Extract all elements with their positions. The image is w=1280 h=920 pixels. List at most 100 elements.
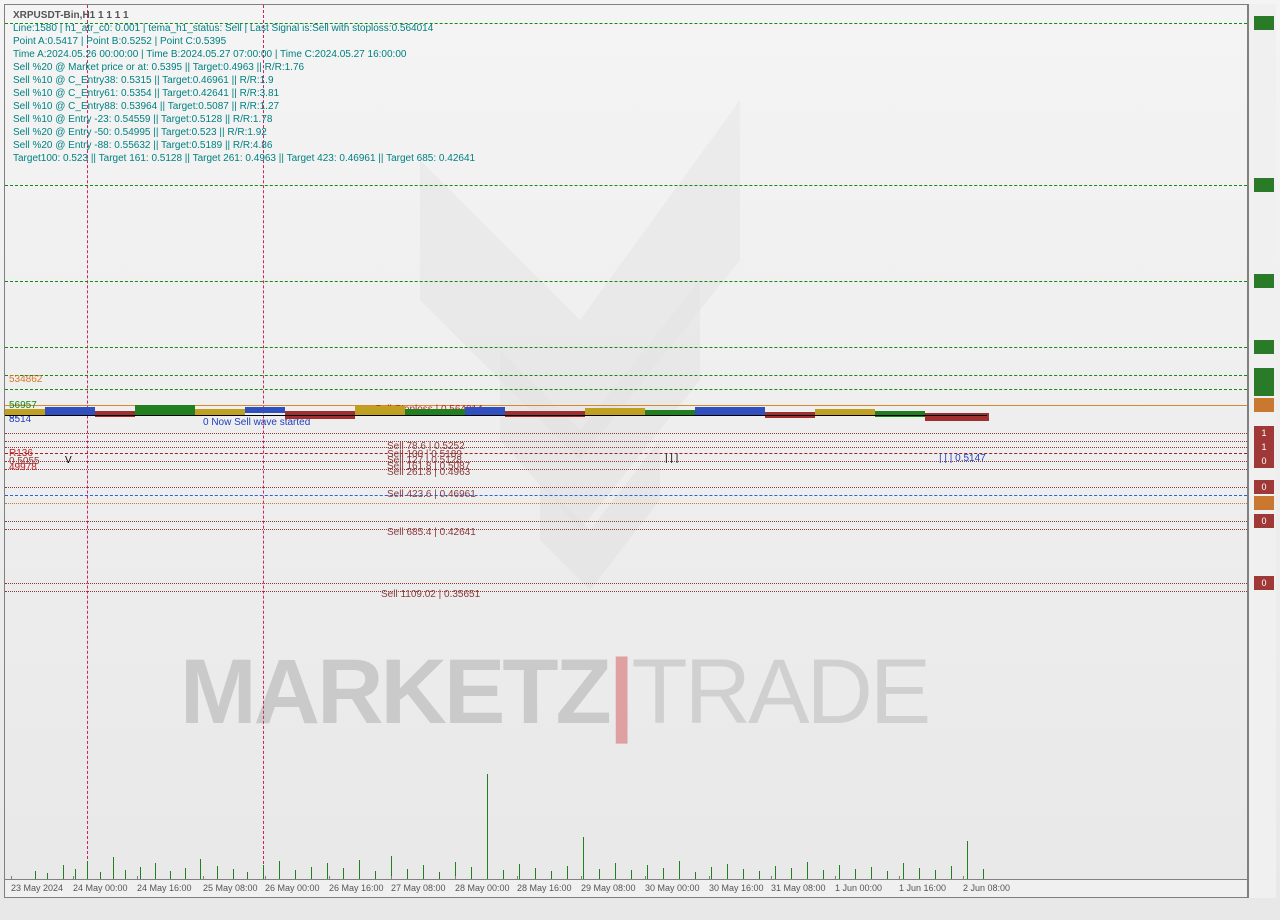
y-axis-marker: 0 — [1254, 576, 1274, 590]
volume-bar — [375, 871, 376, 879]
volume-bar — [791, 868, 792, 879]
symbol-title: XRPUSDT-Bin,H1 1 1 1 1 — [13, 9, 475, 22]
x-axis-tick-label: 24 May 16:00 — [137, 883, 192, 893]
volume-bar — [983, 869, 984, 879]
header-info-line: Sell %10 @ C_Entry88: 0.53964 || Target:… — [13, 100, 475, 113]
x-axis-tick-label: 23 May 2024 — [11, 883, 63, 893]
header-info-line: Sell %20 @ Entry -88: 0.55632 || Target:… — [13, 139, 475, 152]
volume-bar — [113, 857, 114, 879]
volume-bar — [439, 872, 440, 879]
volume-bar — [823, 870, 824, 879]
chart-annotation: | | | 0.5147 — [939, 453, 986, 464]
volume-bar — [919, 868, 920, 879]
header-info-line: Sell %10 @ C_Entry61: 0.5354 || Target:0… — [13, 87, 475, 100]
volume-bar — [87, 861, 88, 879]
volume-bar — [775, 866, 776, 879]
volume-bar — [519, 864, 520, 879]
x-axis: 23 May 2024 24 May 00:00 24 May 16:00 25 Ma… — [5, 879, 1247, 897]
sell-target-label: Sell 685.4 | 0.42641 — [387, 527, 476, 538]
sell-target-label: Sell 261.8 | 0.4963 — [387, 467, 470, 478]
y-axis-marker: 0 — [1254, 480, 1274, 494]
volume-bar — [125, 870, 126, 879]
volume-bar — [75, 869, 76, 879]
chart-header-info: XRPUSDT-Bin,H1 1 1 1 1 Line:1580 | h1_at… — [13, 9, 475, 165]
chart-annotation: V — [65, 455, 72, 466]
volume-bar — [170, 871, 171, 879]
volume-bar — [535, 868, 536, 879]
volume-bar — [663, 868, 664, 879]
volume-bar — [871, 867, 872, 879]
header-info-line: Time A:2024.05.26 00:00:00 | Time B:2024… — [13, 48, 475, 61]
header-info-line: Sell %10 @ C_Entry38: 0.5315 || Target:0… — [13, 74, 475, 87]
volume-bar — [407, 869, 408, 879]
volume-bar — [551, 871, 552, 879]
x-axis-tick-label: 26 May 00:00 — [265, 883, 320, 893]
chart-plot-area[interactable]: XRPUSDT-Bin,H1 1 1 1 1 Line:1580 | h1_at… — [4, 4, 1248, 898]
x-axis-tick-label: 31 May 08:00 — [771, 883, 826, 893]
volume-bar — [359, 860, 360, 879]
horizontal-level-line — [5, 389, 1247, 390]
horizontal-level-line — [5, 487, 1247, 488]
volume-bar — [567, 866, 568, 879]
y-axis: 11111111100000 — [1248, 4, 1276, 898]
volume-bar — [503, 870, 504, 879]
x-axis-tick-label: 2 Jun 08:00 — [963, 883, 1010, 893]
horizontal-level-line — [5, 495, 1247, 496]
header-info-line: Sell %20 @ Market price or at: 0.5395 ||… — [13, 61, 475, 74]
volume-bar — [471, 867, 472, 879]
volume-bar — [935, 870, 936, 879]
sell-target-label: Sell 1109.02 | 0.35651 — [381, 589, 480, 600]
volume-bar — [233, 869, 234, 879]
volume-bar — [727, 864, 728, 879]
horizontal-level-line — [5, 347, 1247, 348]
x-axis-tick-label: 28 May 00:00 — [455, 883, 510, 893]
volume-bar — [711, 867, 712, 879]
volume-bar — [63, 865, 64, 879]
horizontal-level-line — [5, 185, 1247, 186]
horizontal-level-line — [5, 469, 1247, 470]
left-price-label: 49978 — [9, 463, 37, 473]
volume-bar — [599, 869, 600, 879]
horizontal-level-line — [5, 521, 1247, 522]
sell-target-label: Sell 423.6 | 0.46961 — [387, 489, 476, 500]
y-axis-marker: 1 — [1254, 368, 1274, 382]
volume-bar — [807, 862, 808, 879]
x-axis-tick-label: 1 Jun 00:00 — [835, 883, 882, 893]
volume-bar — [759, 871, 760, 879]
x-axis-tick-label: 24 May 00:00 — [73, 883, 128, 893]
horizontal-level-line — [5, 583, 1247, 584]
x-axis-tick-label: 30 May 00:00 — [645, 883, 700, 893]
horizontal-level-line — [5, 453, 1247, 454]
volume-bar — [140, 867, 141, 879]
volume-bar — [311, 867, 312, 879]
price-candle-band — [5, 401, 1247, 447]
x-axis-tick-label: 25 May 08:00 — [203, 883, 258, 893]
volume-bar — [295, 870, 296, 879]
volume-bar — [855, 869, 856, 879]
volume-bar — [615, 863, 616, 879]
volume-bar — [967, 841, 968, 879]
chart-annotation: | | | — [665, 453, 678, 464]
y-axis-marker: 1 — [1254, 426, 1274, 440]
y-axis-marker: 1 — [1254, 382, 1274, 396]
header-info-line: Sell %20 @ Entry -50: 0.54995 || Target:… — [13, 126, 475, 139]
volume-bar — [100, 872, 101, 879]
horizontal-level-line — [5, 281, 1247, 282]
volume-bar — [217, 866, 218, 879]
x-axis-tick-label: 27 May 08:00 — [391, 883, 446, 893]
volume-bar — [200, 859, 201, 879]
y-axis-marker: 1 — [1254, 340, 1274, 354]
y-axis-marker: 1 — [1254, 274, 1274, 288]
y-axis-marker: 1 — [1254, 178, 1274, 192]
header-info-line: Point A:0.5417 | Point B:0.5252 | Point … — [13, 35, 475, 48]
volume-bar — [487, 774, 488, 879]
volume-bar — [695, 872, 696, 879]
volume-bar — [247, 872, 248, 879]
volume-bar — [263, 865, 264, 879]
header-info-line: Sell %10 @ Entry -23: 0.54559 || Target:… — [13, 113, 475, 126]
horizontal-level-line — [5, 461, 1247, 462]
volume-bar — [279, 861, 280, 879]
x-axis-tick-label: 30 May 16:00 — [709, 883, 764, 893]
y-axis-marker: 0 — [1254, 496, 1274, 510]
horizontal-level-line — [5, 503, 1247, 504]
